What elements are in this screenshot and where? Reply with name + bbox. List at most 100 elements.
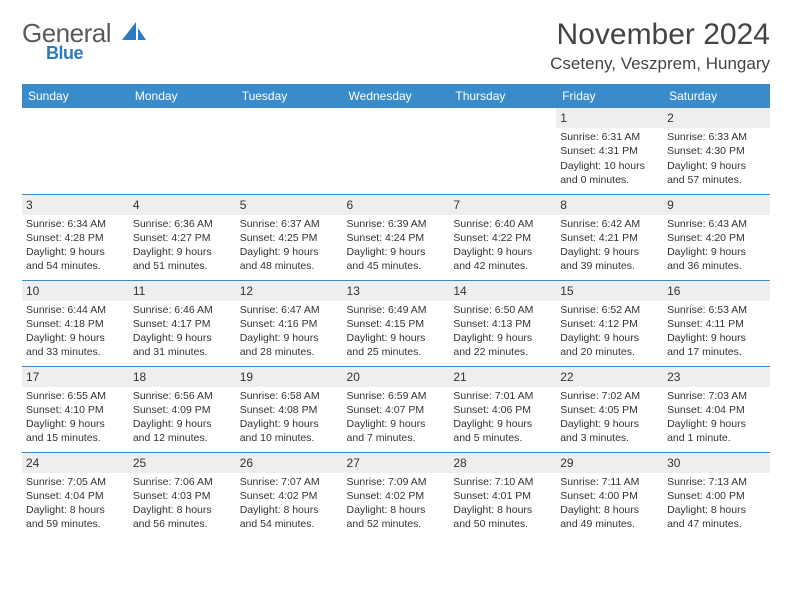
day2-text: and 59 minutes. — [26, 517, 125, 531]
day1-text: Daylight: 9 hours — [453, 331, 552, 345]
calendar-cell — [129, 108, 236, 194]
sunset-text: Sunset: 4:31 PM — [560, 144, 659, 158]
calendar-cell — [343, 108, 450, 194]
calendar-cell: 26Sunrise: 7:07 AMSunset: 4:02 PMDayligh… — [236, 452, 343, 538]
day2-text: and 57 minutes. — [667, 173, 766, 187]
day-number: 20 — [343, 367, 450, 387]
day-number: 22 — [556, 367, 663, 387]
calendar-cell: 15Sunrise: 6:52 AMSunset: 4:12 PMDayligh… — [556, 280, 663, 366]
day-number: 4 — [129, 195, 236, 215]
day2-text: and 51 minutes. — [133, 259, 232, 273]
day2-text: and 36 minutes. — [667, 259, 766, 273]
day-number: 8 — [556, 195, 663, 215]
sunrise-text: Sunrise: 6:53 AM — [667, 303, 766, 317]
sunset-text: Sunset: 4:20 PM — [667, 231, 766, 245]
day2-text: and 12 minutes. — [133, 431, 232, 445]
sunset-text: Sunset: 4:06 PM — [453, 403, 552, 417]
day-number: 6 — [343, 195, 450, 215]
day1-text: Daylight: 9 hours — [560, 331, 659, 345]
sunrise-text: Sunrise: 6:40 AM — [453, 217, 552, 231]
location: Cseteny, Veszprem, Hungary — [550, 54, 770, 74]
calendar-cell: 22Sunrise: 7:02 AMSunset: 4:05 PMDayligh… — [556, 366, 663, 452]
weekday-header-cell: Sunday — [22, 84, 129, 108]
day1-text: Daylight: 9 hours — [667, 159, 766, 173]
day1-text: Daylight: 8 hours — [240, 503, 339, 517]
day2-text: and 39 minutes. — [560, 259, 659, 273]
sunset-text: Sunset: 4:02 PM — [240, 489, 339, 503]
sunrise-text: Sunrise: 6:46 AM — [133, 303, 232, 317]
calendar-cell: 17Sunrise: 6:55 AMSunset: 4:10 PMDayligh… — [22, 366, 129, 452]
day2-text: and 31 minutes. — [133, 345, 232, 359]
day1-text: Daylight: 9 hours — [240, 331, 339, 345]
sunrise-text: Sunrise: 7:11 AM — [560, 475, 659, 489]
weekday-header-cell: Friday — [556, 84, 663, 108]
calendar-cell: 9Sunrise: 6:43 AMSunset: 4:20 PMDaylight… — [663, 194, 770, 280]
day2-text: and 28 minutes. — [240, 345, 339, 359]
sunset-text: Sunset: 4:28 PM — [26, 231, 125, 245]
weekday-header-cell: Monday — [129, 84, 236, 108]
day2-text: and 48 minutes. — [240, 259, 339, 273]
sunrise-text: Sunrise: 6:42 AM — [560, 217, 659, 231]
sunset-text: Sunset: 4:08 PM — [240, 403, 339, 417]
day2-text: and 49 minutes. — [560, 517, 659, 531]
day-number: 12 — [236, 281, 343, 301]
day1-text: Daylight: 8 hours — [667, 503, 766, 517]
sunrise-text: Sunrise: 6:49 AM — [347, 303, 446, 317]
day-number: 26 — [236, 453, 343, 473]
sunrise-text: Sunrise: 7:05 AM — [26, 475, 125, 489]
day1-text: Daylight: 9 hours — [560, 417, 659, 431]
calendar-cell — [236, 108, 343, 194]
day2-text: and 15 minutes. — [26, 431, 125, 445]
sunrise-text: Sunrise: 7:13 AM — [667, 475, 766, 489]
header-row: General Blue November 2024 Cseteny, Vesz… — [22, 18, 770, 74]
day2-text: and 1 minute. — [667, 431, 766, 445]
day2-text: and 5 minutes. — [453, 431, 552, 445]
sunrise-text: Sunrise: 7:01 AM — [453, 389, 552, 403]
sunrise-text: Sunrise: 6:33 AM — [667, 130, 766, 144]
calendar-cell: 4Sunrise: 6:36 AMSunset: 4:27 PMDaylight… — [129, 194, 236, 280]
day1-text: Daylight: 9 hours — [347, 331, 446, 345]
day-number: 2 — [663, 108, 770, 128]
day-number: 15 — [556, 281, 663, 301]
day-number: 16 — [663, 281, 770, 301]
day-number: 24 — [22, 453, 129, 473]
calendar-cell: 16Sunrise: 6:53 AMSunset: 4:11 PMDayligh… — [663, 280, 770, 366]
day1-text: Daylight: 10 hours — [560, 159, 659, 173]
sunset-text: Sunset: 4:02 PM — [347, 489, 446, 503]
sunrise-text: Sunrise: 6:59 AM — [347, 389, 446, 403]
sunrise-text: Sunrise: 6:43 AM — [667, 217, 766, 231]
calendar-cell: 6Sunrise: 6:39 AMSunset: 4:24 PMDaylight… — [343, 194, 450, 280]
calendar-cell: 8Sunrise: 6:42 AMSunset: 4:21 PMDaylight… — [556, 194, 663, 280]
day-number: 23 — [663, 367, 770, 387]
day1-text: Daylight: 9 hours — [453, 417, 552, 431]
calendar-cell: 11Sunrise: 6:46 AMSunset: 4:17 PMDayligh… — [129, 280, 236, 366]
day2-text: and 22 minutes. — [453, 345, 552, 359]
sunset-text: Sunset: 4:18 PM — [26, 317, 125, 331]
sunset-text: Sunset: 4:10 PM — [26, 403, 125, 417]
calendar-cell — [22, 108, 129, 194]
day1-text: Daylight: 9 hours — [347, 245, 446, 259]
sunset-text: Sunset: 4:25 PM — [240, 231, 339, 245]
brand-logo: General Blue — [22, 18, 148, 64]
calendar-cell: 3Sunrise: 6:34 AMSunset: 4:28 PMDaylight… — [22, 194, 129, 280]
day1-text: Daylight: 8 hours — [133, 503, 232, 517]
sunset-text: Sunset: 4:07 PM — [347, 403, 446, 417]
day-number: 25 — [129, 453, 236, 473]
sunset-text: Sunset: 4:04 PM — [26, 489, 125, 503]
sunrise-text: Sunrise: 6:58 AM — [240, 389, 339, 403]
day2-text: and 10 minutes. — [240, 431, 339, 445]
day-number: 29 — [556, 453, 663, 473]
day2-text: and 20 minutes. — [560, 345, 659, 359]
day2-text: and 47 minutes. — [667, 517, 766, 531]
sunrise-text: Sunrise: 6:50 AM — [453, 303, 552, 317]
sunset-text: Sunset: 4:03 PM — [133, 489, 232, 503]
day-number: 27 — [343, 453, 450, 473]
sunset-text: Sunset: 4:00 PM — [667, 489, 766, 503]
sunset-text: Sunset: 4:05 PM — [560, 403, 659, 417]
day1-text: Daylight: 9 hours — [26, 331, 125, 345]
day1-text: Daylight: 8 hours — [347, 503, 446, 517]
calendar-cell: 27Sunrise: 7:09 AMSunset: 4:02 PMDayligh… — [343, 452, 450, 538]
calendar-cell: 24Sunrise: 7:05 AMSunset: 4:04 PMDayligh… — [22, 452, 129, 538]
calendar-cell: 29Sunrise: 7:11 AMSunset: 4:00 PMDayligh… — [556, 452, 663, 538]
calendar-cell: 7Sunrise: 6:40 AMSunset: 4:22 PMDaylight… — [449, 194, 556, 280]
